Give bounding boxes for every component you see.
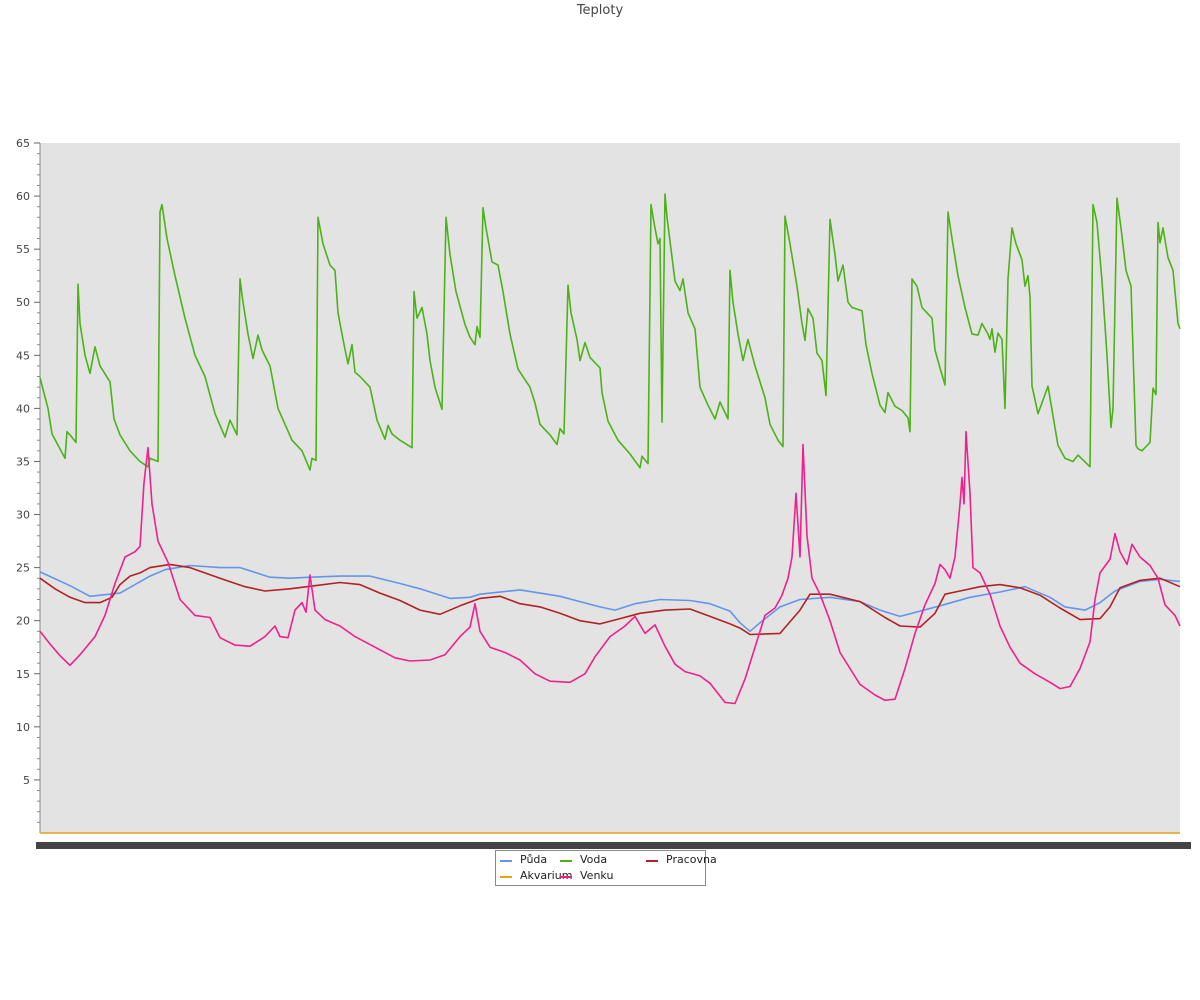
series-line-venku xyxy=(39,430,1181,705)
y-tick-label: 20 xyxy=(16,615,30,628)
x-axis xyxy=(36,832,1191,849)
y-tick-label: 5 xyxy=(23,774,30,787)
legend-swatch xyxy=(560,860,572,862)
y-tick-label: 65 xyxy=(16,137,30,150)
chart-title: Teploty xyxy=(576,3,624,18)
y-tick-label: 25 xyxy=(16,562,30,575)
y-tick-label: 45 xyxy=(16,349,30,362)
x-tick-labels-band xyxy=(36,842,1191,849)
y-tick-label: 35 xyxy=(16,455,30,468)
plot-background xyxy=(40,143,1180,833)
series-line-voda xyxy=(39,193,1181,471)
legend-label: Venku xyxy=(580,869,614,882)
series-layer xyxy=(39,193,1181,834)
legend-swatch xyxy=(500,876,512,878)
y-tick-label: 30 xyxy=(16,509,30,522)
series-line-pracovna xyxy=(39,563,1181,636)
y-axis: 5 10 15 20 25 30 35 40 45 50 55 60 65 xyxy=(16,137,41,833)
legend-swatch xyxy=(500,860,512,862)
legend: Půda Voda Pracovna Akvarium Venku xyxy=(495,850,717,886)
y-tick-label: 55 xyxy=(16,243,30,256)
y-tick-label: 60 xyxy=(16,190,30,203)
y-tick-label: 40 xyxy=(16,402,30,415)
legend-label: Pracovna xyxy=(666,853,717,866)
legend-label: Akvarium xyxy=(520,869,573,882)
legend-swatch xyxy=(560,876,572,878)
legend-label: Půda xyxy=(520,853,548,866)
y-tick-label: 10 xyxy=(16,721,30,734)
legend-swatch xyxy=(646,860,658,862)
y-tick-label: 15 xyxy=(16,668,30,681)
legend-label: Voda xyxy=(580,853,608,866)
y-tick-label: 50 xyxy=(16,296,30,309)
series-line-p-da xyxy=(39,564,1181,633)
